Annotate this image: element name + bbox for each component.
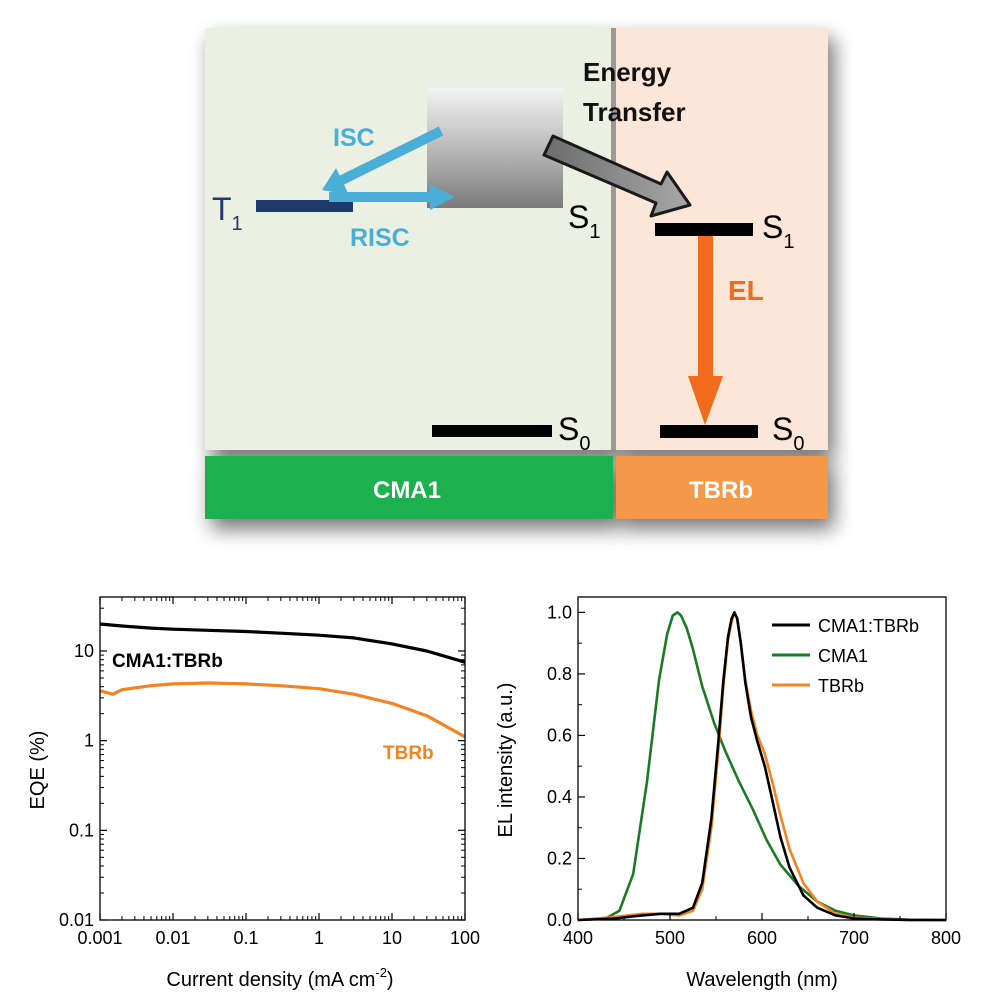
t1-label: T1 — [212, 191, 243, 235]
eqe-x-tick-label: 0.1 — [233, 928, 258, 948]
guest-s0-label: S0 — [772, 411, 804, 455]
el-y-tick-label: 1.0 — [547, 602, 572, 622]
guest-s0-level — [660, 425, 758, 438]
eqe-x-tick-label: 1 — [314, 928, 324, 948]
eqe-y-tick-label: 1 — [84, 731, 94, 751]
el-x-tick-label: 500 — [655, 928, 685, 948]
t1-level — [256, 200, 353, 212]
eqe-x-tick-label: 0.001 — [77, 928, 122, 948]
guest-panel — [616, 28, 828, 450]
isc-arrow — [322, 126, 444, 195]
energy-transfer-diagram: CMA1 TBRb ISC RISC T1 S1 S0 Energy Trans… — [205, 28, 828, 519]
el-ylabel: EL intensity (a.u.) — [495, 683, 517, 838]
energy-transfer-arrow — [542, 134, 692, 218]
eqe-series-cma1-tbrb-line — [99, 622, 466, 664]
el-legend-label: CMA1 — [818, 646, 868, 666]
panel-divider — [611, 28, 616, 450]
el-x-tick-label: 600 — [747, 928, 777, 948]
eqe-xlabel: Current density (mA cm-2) — [166, 965, 393, 991]
eqe-plot-frame — [99, 596, 466, 921]
guest-label: TBRb — [689, 477, 753, 504]
host-s1-label: S1 — [568, 199, 600, 243]
guest-bar — [616, 456, 828, 519]
eqe-series-label-tbrb: TBRb — [383, 743, 434, 764]
eqe-y-tick-label: 0.1 — [69, 820, 94, 840]
eqe-y-tick-label: 10 — [74, 641, 94, 661]
el-legend-label: TBRb — [818, 676, 864, 696]
eqe-x-tick-label: 100 — [450, 928, 480, 948]
eqe-x-tick-label: 0.01 — [155, 928, 190, 948]
risc-arrow — [329, 184, 455, 210]
el-arrow — [688, 236, 723, 425]
host-bar — [205, 456, 613, 519]
el-x-tick-label: 800 — [931, 928, 961, 948]
host-s0-level — [432, 425, 552, 437]
el-series-cma1-tbrb-line — [577, 611, 946, 922]
el-legend-label: CMA1:TBRb — [818, 616, 919, 636]
energy-transfer-label-1: Energy — [583, 57, 672, 87]
el-y-tick-label: 0.2 — [547, 848, 572, 868]
el-label: EL — [728, 275, 764, 306]
eqe-series-tbrb-line — [99, 681, 466, 739]
guest-s1-level — [655, 223, 753, 236]
el-spectrum-chart: 400 500 600 700 800 0.0 0.2 0.4 0.6 0.8 1.0 CMA1:T… — [495, 596, 961, 991]
el-x-tick-label: 700 — [839, 928, 869, 948]
host-s0-label: S0 — [558, 411, 590, 455]
isc-label: ISC — [333, 124, 375, 152]
host-s1-box — [427, 88, 563, 208]
el-y-tick-label: 0.0 — [547, 910, 572, 930]
risc-label: RISC — [350, 224, 410, 252]
el-y-tick-label: 0.6 — [547, 725, 572, 745]
el-series-cma1-line — [577, 611, 947, 922]
el-y-tick-label: 0.8 — [547, 664, 572, 684]
energy-transfer-label-2: Transfer — [583, 97, 686, 127]
eqe-ylabel: EQE (%) — [27, 731, 49, 810]
eqe-series-label-cma1-tbrb: CMA1:TBRb — [112, 651, 223, 672]
host-label: CMA1 — [373, 477, 441, 504]
eqe-y-tick-label: 0.01 — [59, 910, 94, 930]
eqe-x-tick-label: 10 — [382, 928, 402, 948]
el-xlabel: Wavelength (nm) — [686, 969, 838, 991]
guest-s1-label: S1 — [762, 209, 794, 253]
el-y-tick-label: 0.4 — [547, 787, 572, 807]
el-x-tick-label: 400 — [563, 928, 593, 948]
